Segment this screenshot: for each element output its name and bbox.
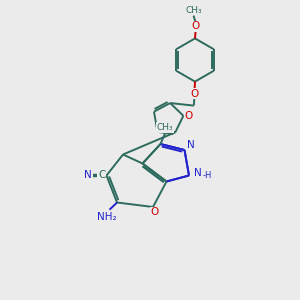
Text: N: N xyxy=(194,168,201,178)
Text: -H: -H xyxy=(202,171,212,180)
Text: N: N xyxy=(187,140,195,150)
Text: O: O xyxy=(192,21,200,32)
Text: CH₃: CH₃ xyxy=(185,6,202,15)
Text: N: N xyxy=(84,170,92,180)
Text: CH₃: CH₃ xyxy=(157,123,173,132)
Text: NH₂: NH₂ xyxy=(97,212,116,223)
Text: O: O xyxy=(150,207,159,218)
Text: O: O xyxy=(190,88,199,99)
Text: O: O xyxy=(184,111,193,121)
Text: C: C xyxy=(98,170,106,180)
